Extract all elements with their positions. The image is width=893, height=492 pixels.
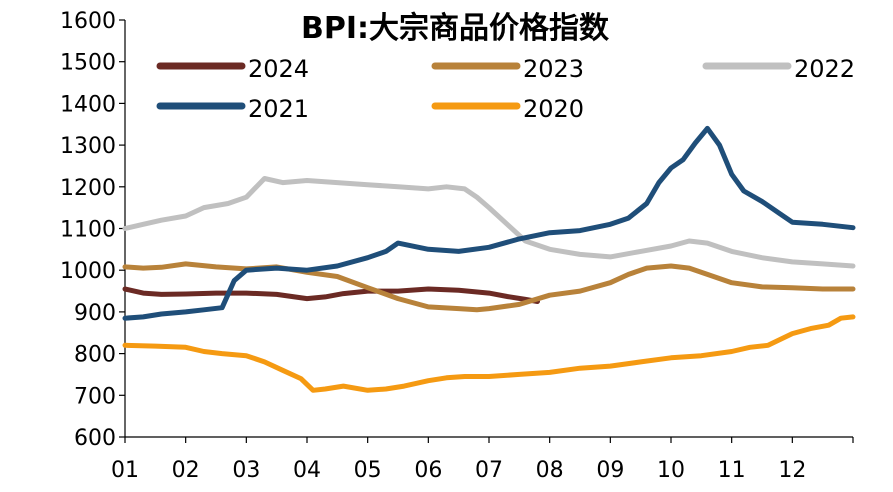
series-line-2020 xyxy=(122,314,856,393)
series-lines xyxy=(122,125,856,393)
x-axis: 01 02 03 04 05 06 07 08 09 10 11 12 xyxy=(111,436,854,483)
y-tick-label: 1000 xyxy=(60,259,116,284)
x-tick-label: 07 xyxy=(475,458,503,483)
series-line-2023 xyxy=(122,261,856,313)
x-tick-label: 10 xyxy=(657,458,685,483)
y-tick-label: 1500 xyxy=(60,51,116,76)
x-tick-label: 02 xyxy=(172,458,200,483)
legend-label-2020: 2020 xyxy=(523,95,584,123)
x-tick-label: 09 xyxy=(596,458,624,483)
y-tick-label: 1400 xyxy=(60,92,116,117)
y-tick-label: 1100 xyxy=(60,218,116,243)
x-tick-label: 04 xyxy=(293,458,321,483)
y-axis: 600 700 800 900 1000 1100 1200 1300 1400 1500 1600 xyxy=(60,9,126,451)
series-line-2021 xyxy=(122,125,856,321)
x-tick-label: 12 xyxy=(778,458,806,483)
x-tick-label: 03 xyxy=(232,458,260,483)
x-tick-label: 11 xyxy=(718,458,746,483)
y-tick-label: 700 xyxy=(74,384,116,409)
y-tick-label: 1200 xyxy=(60,176,116,201)
y-tick-label: 1300 xyxy=(60,134,116,159)
legend-label-2021: 2021 xyxy=(248,95,309,123)
x-tick-label: 01 xyxy=(111,458,139,483)
y-tick-label: 900 xyxy=(74,301,116,326)
series-line-2022 xyxy=(122,176,856,269)
chart-title: BPI:大宗商品价格指数 xyxy=(301,11,610,46)
x-tick-label: 05 xyxy=(354,458,382,483)
legend-label-2024: 2024 xyxy=(248,55,309,83)
y-tick-label: 600 xyxy=(74,426,116,451)
legend: 2024 2023 2022 2021 2020 xyxy=(156,55,855,123)
legend-label-2023: 2023 xyxy=(523,55,584,83)
legend-label-2022: 2022 xyxy=(794,55,855,83)
x-tick-label: 08 xyxy=(536,458,564,483)
x-tick-label: 06 xyxy=(414,458,442,483)
series-line-2024 xyxy=(122,286,540,304)
y-tick-label: 800 xyxy=(74,343,116,368)
y-tick-label: 1600 xyxy=(60,9,116,34)
